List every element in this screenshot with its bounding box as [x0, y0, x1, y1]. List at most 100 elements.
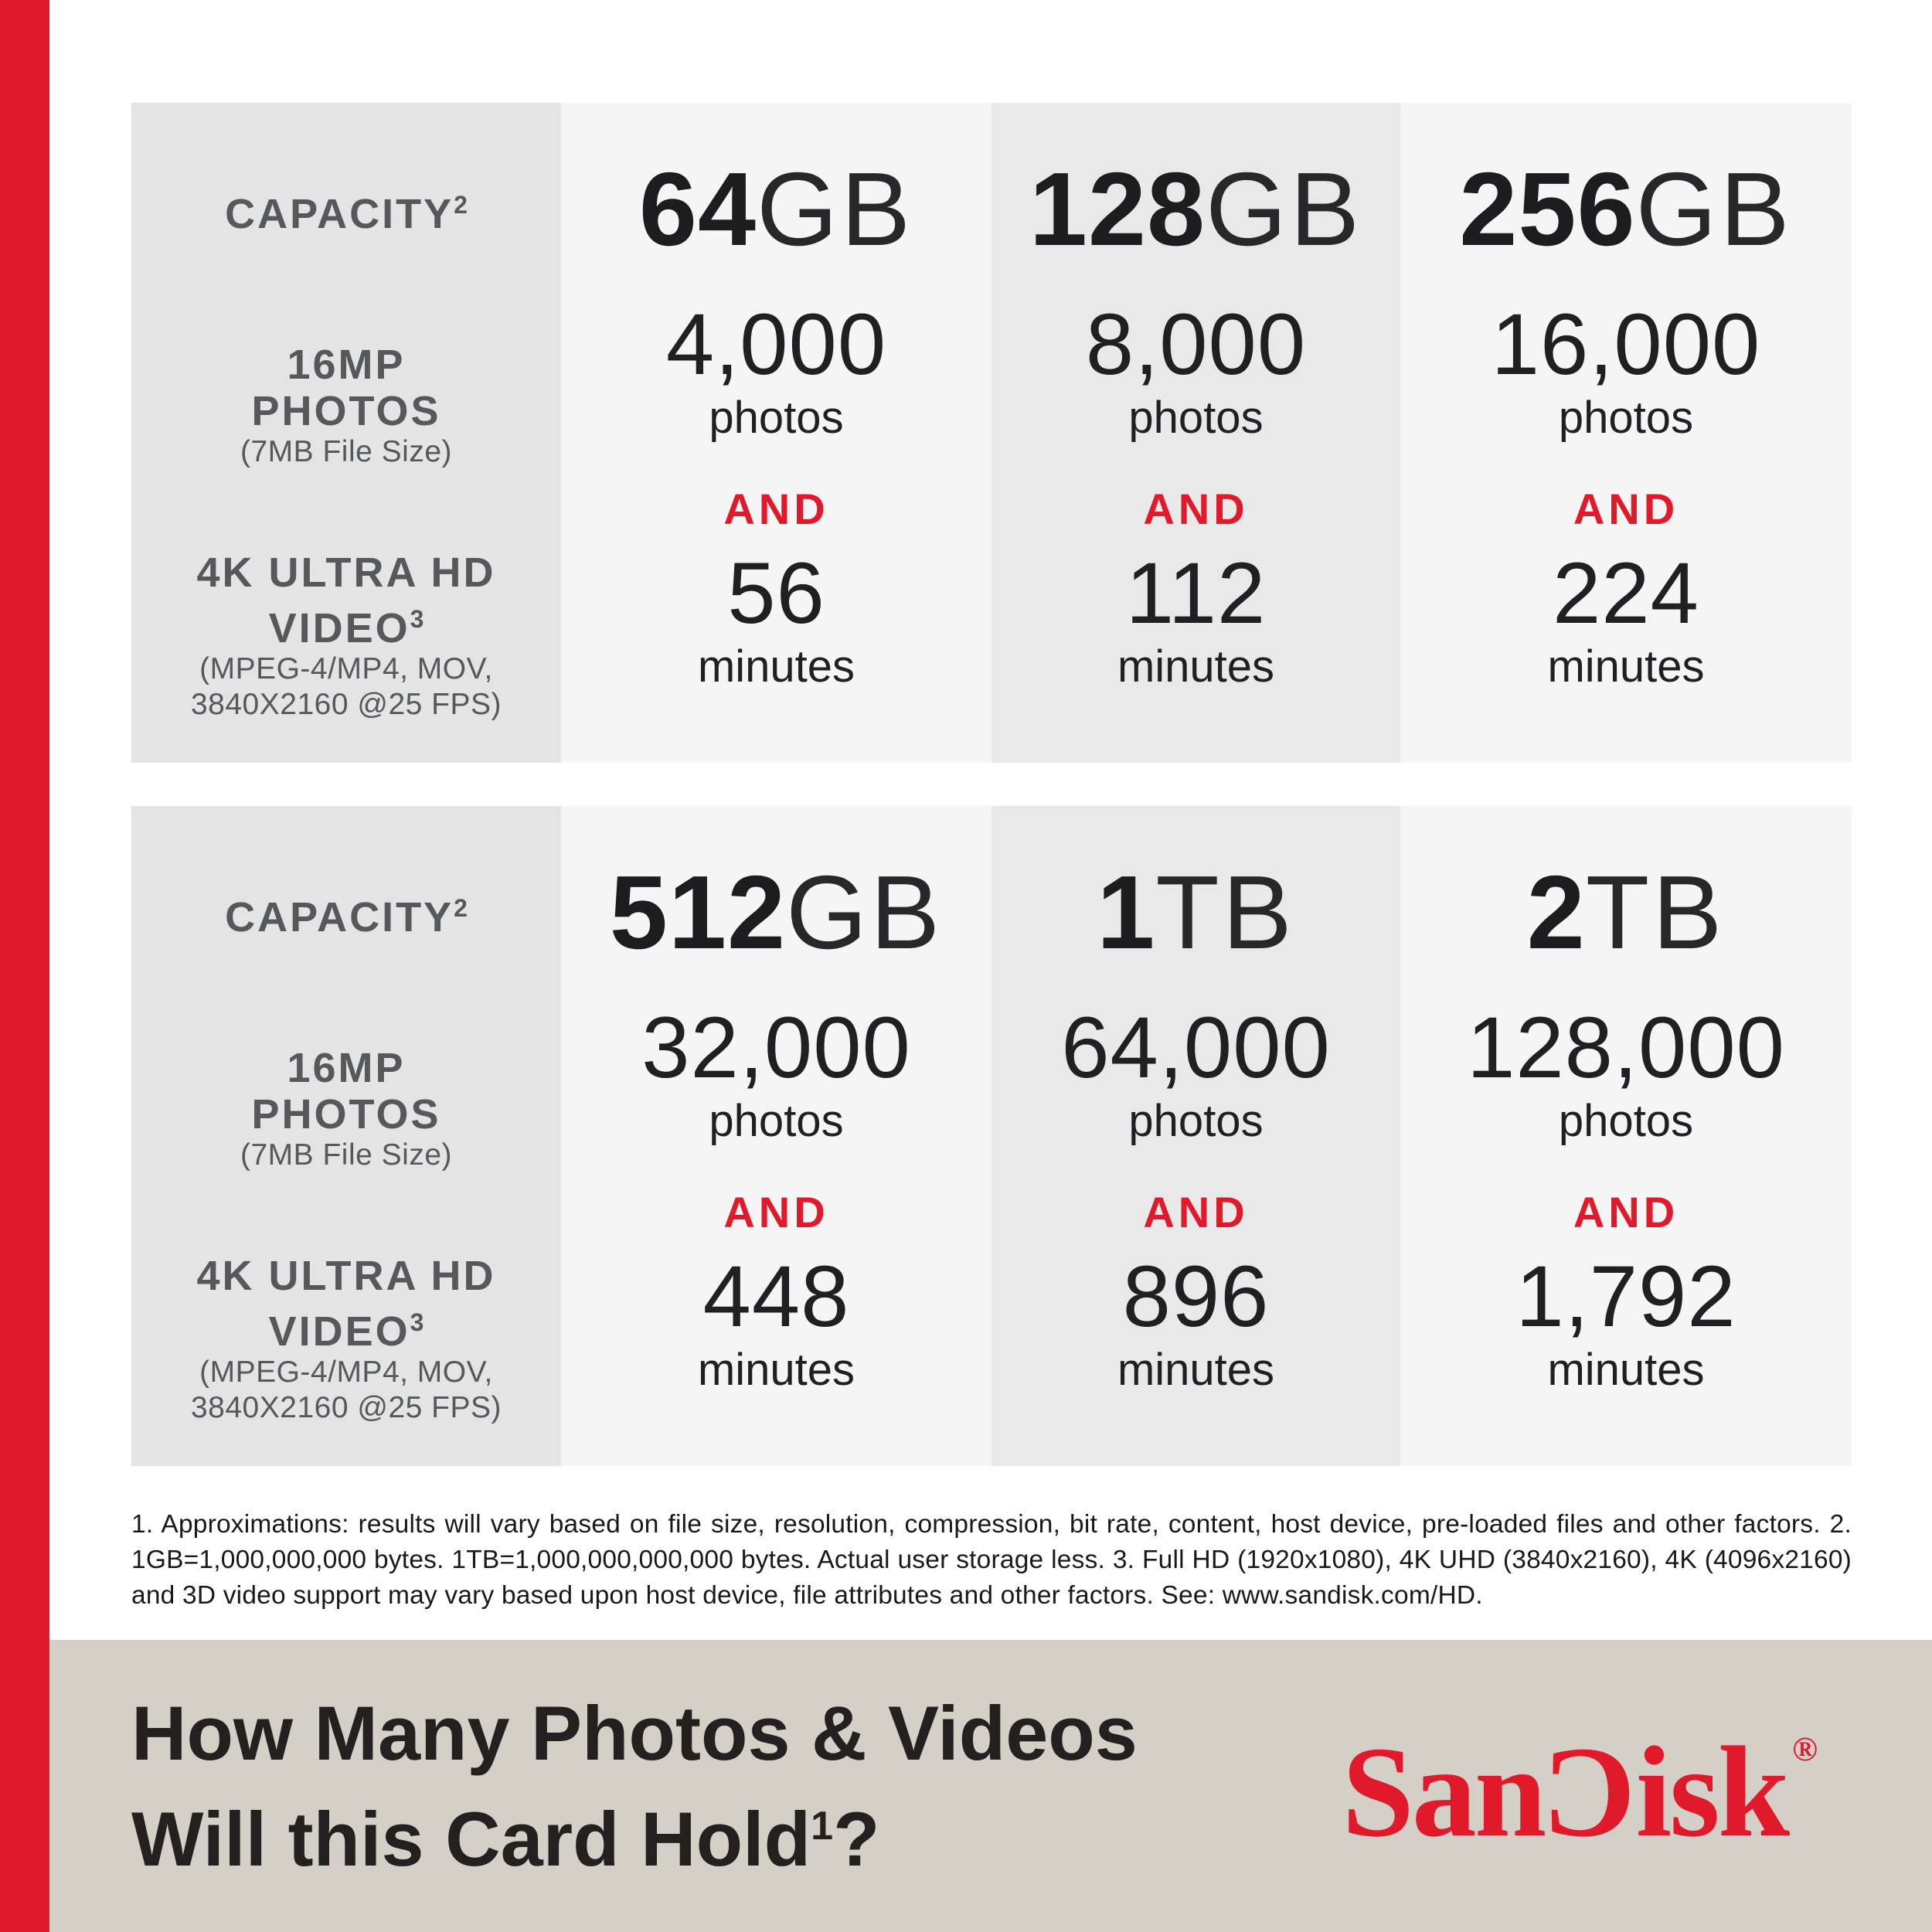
capacity-column-512gb: 512GB 32,000 photos AND 448 minutes — [561, 806, 992, 1466]
video-label-note2: 3840X2160 @25 FPS) — [190, 688, 502, 721]
and-cell: AND — [561, 474, 992, 543]
capacity-column-256gb: 256GB 16,000 photos AND 224 minutes — [1400, 103, 1852, 763]
and-row-spacer — [131, 1177, 561, 1247]
capacity-value: 2 — [1526, 854, 1586, 971]
logo-text-isk: isk — [1635, 1719, 1790, 1864]
and-text: AND — [1143, 1187, 1249, 1236]
and-text: AND — [1143, 484, 1249, 533]
minutes-count: 448 — [702, 1248, 850, 1345]
minutes-cell: 1,792 minutes — [1400, 1247, 1852, 1401]
minutes-count: 224 — [1553, 545, 1699, 641]
photos-row-label: 16MP PHOTOS (7MB File Size) — [131, 269, 561, 474]
capacity-unit: TB — [1155, 854, 1295, 971]
capacity-header: 1TB — [992, 806, 1400, 972]
video-label-note1: (MPEG-4/MP4, MOV, — [199, 1355, 493, 1389]
sandisk-logo: SanCisk ® — [1342, 1716, 1818, 1864]
capacity-unit: GB — [786, 854, 944, 971]
banner-heading-line2: Will this Card Hold1? — [131, 1780, 1138, 1886]
photos-caption: photos — [709, 1095, 844, 1146]
photos-row-label: 16MP PHOTOS (7MB File Size) — [131, 972, 561, 1177]
capacity-table-top: CAPACITY2 16MP PHOTOS (7MB File Size) 4K… — [131, 103, 1852, 763]
minutes-count: 1,792 — [1515, 1248, 1736, 1345]
photos-caption: photos — [1128, 392, 1264, 443]
photos-label-note: (7MB File Size) — [240, 434, 453, 468]
minutes-cell: 112 minutes — [992, 543, 1400, 698]
photos-caption: photos — [709, 392, 844, 443]
photos-caption: photos — [1558, 392, 1694, 443]
photos-cell: 8,000 photos — [992, 269, 1400, 474]
photos-cell: 128,000 photos — [1400, 972, 1852, 1177]
minutes-count: 56 — [727, 545, 825, 641]
capacity-row-label: CAPACITY2 — [131, 806, 561, 972]
video-label-note2: 3840X2160 @25 FPS) — [190, 1391, 502, 1424]
video-row-label: 4K ULTRA HD VIDEO3 (MPEG-4/MP4, MOV, 384… — [131, 1247, 561, 1466]
photos-count: 8,000 — [1085, 295, 1307, 393]
capacity-value: 64 — [638, 151, 757, 267]
logo-letter-d: C — [1544, 1719, 1636, 1864]
registered-trademark-icon: ® — [1792, 1730, 1818, 1768]
row-label-column: CAPACITY2 16MP PHOTOS (7MB File Size) 4K… — [131, 806, 561, 1466]
video-footnote-marker: 3 — [410, 1308, 424, 1336]
and-text: AND — [723, 484, 829, 533]
minutes-caption: minutes — [1117, 1345, 1275, 1395]
photos-count: 16,000 — [1491, 295, 1761, 393]
minutes-caption: minutes — [1117, 641, 1275, 692]
video-label-text: VIDEO — [268, 605, 410, 651]
video-label-line2: VIDEO3 — [269, 1299, 424, 1355]
capacity-unit: GB — [1206, 151, 1363, 267]
photos-caption: photos — [1558, 1095, 1694, 1146]
video-row-label: 4K ULTRA HD VIDEO3 (MPEG-4/MP4, MOV, 384… — [131, 543, 561, 763]
capacity-header: 2TB — [1400, 806, 1852, 972]
capacity-header: 64GB — [561, 103, 992, 269]
minutes-caption: minutes — [1547, 641, 1705, 692]
capacity-value: 128 — [1029, 151, 1206, 267]
photos-cell: 32,000 photos — [561, 972, 992, 1177]
banner-heading-question-mark: ? — [833, 1795, 880, 1882]
capacity-label-text: CAPACITY — [225, 190, 454, 237]
capacity-value: 512 — [609, 854, 787, 971]
capacity-column-64gb: 64GB 4,000 photos AND 56 minutes — [561, 103, 992, 763]
and-cell: AND — [1400, 474, 1852, 543]
legal-footnote: 1. Approximations: results will vary bas… — [131, 1510, 1852, 1610]
and-cell: AND — [1400, 1177, 1852, 1247]
left-red-accent-stripe — [0, 0, 49, 1932]
video-label-note1: (MPEG-4/MP4, MOV, — [199, 652, 493, 685]
and-cell: AND — [561, 1177, 992, 1247]
capacity-table-bottom: CAPACITY2 16MP PHOTOS (7MB File Size) 4K… — [131, 806, 1852, 1466]
banner-heading: How Many Photos & Videos Will this Card … — [131, 1687, 1138, 1886]
photos-count: 64,000 — [1061, 998, 1331, 1096]
photos-cell: 64,000 photos — [992, 972, 1400, 1177]
video-label-text: VIDEO — [268, 1308, 410, 1355]
capacity-label: CAPACITY2 — [225, 182, 468, 237]
capacity-value: 256 — [1459, 151, 1636, 267]
and-row-spacer — [131, 474, 561, 543]
capacity-header: 256GB — [1400, 103, 1852, 269]
capacity-header: 128GB — [992, 103, 1400, 269]
banner-heading-line2-text: Will this Card Hold — [131, 1795, 811, 1882]
capacity-column-128gb: 128GB 8,000 photos AND 112 minutes — [992, 103, 1400, 763]
capacity-header: 512GB — [561, 806, 992, 972]
photos-count: 4,000 — [665, 295, 887, 393]
capacity-label: CAPACITY2 — [225, 885, 468, 940]
photos-cell: 4,000 photos — [561, 269, 992, 474]
minutes-cell: 56 minutes — [561, 543, 992, 698]
and-cell: AND — [992, 474, 1400, 543]
and-text: AND — [723, 1187, 829, 1236]
photos-cell: 16,000 photos — [1400, 269, 1852, 474]
video-footnote-marker: 3 — [410, 605, 424, 633]
capacity-label-text: CAPACITY — [225, 893, 454, 940]
capacity-unit: TB — [1585, 854, 1726, 971]
capacity-footnote-marker: 2 — [454, 893, 468, 922]
capacity-footnote-marker: 2 — [454, 190, 468, 219]
video-label-line2: VIDEO3 — [269, 596, 424, 651]
and-cell: AND — [992, 1177, 1400, 1247]
capacity-column-2tb: 2TB 128,000 photos AND 1,792 minutes — [1400, 806, 1852, 1466]
minutes-cell: 896 minutes — [992, 1247, 1400, 1401]
photos-caption: photos — [1128, 1095, 1264, 1146]
photos-count: 128,000 — [1467, 998, 1785, 1096]
capacity-row-label: CAPACITY2 — [131, 103, 561, 269]
minutes-count: 896 — [1122, 1248, 1270, 1345]
photos-label-line2: PHOTOS — [251, 1090, 441, 1138]
photos-label-line1: 16MP — [287, 341, 406, 388]
